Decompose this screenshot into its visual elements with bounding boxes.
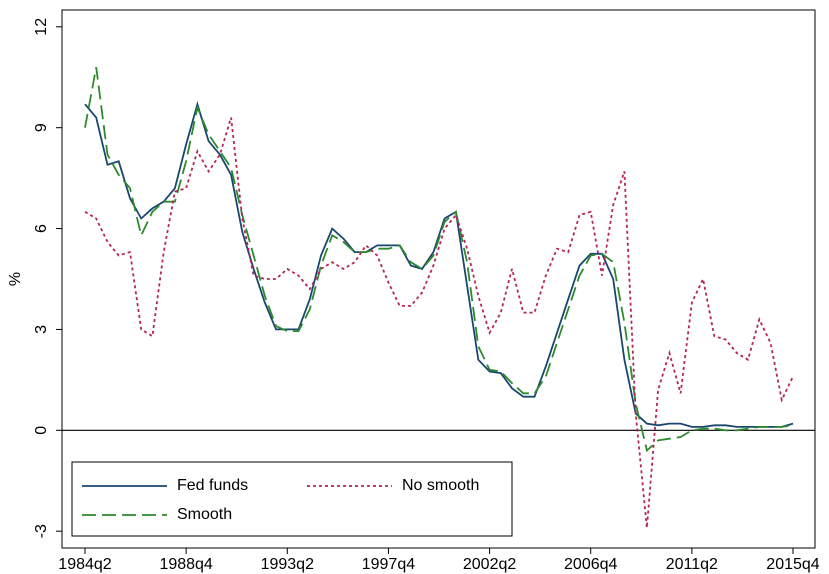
y-tick-label: 12 (33, 18, 50, 36)
y-axis-label: % (7, 272, 24, 286)
plot-frame (61, 9, 816, 549)
y-tick-label: 3 (33, 325, 50, 334)
y-tick-label: 9 (33, 123, 50, 132)
legend-label: No smooth (402, 477, 479, 494)
series-line (84, 67, 794, 453)
y-tick-label: -3 (33, 524, 50, 538)
x-tick-label: 1984q2 (58, 556, 111, 573)
x-tick-label: 1988q4 (159, 556, 212, 573)
legend-label: Fed funds (177, 477, 248, 494)
x-tick-label: 2002q2 (463, 556, 516, 573)
x-tick-label: 1993q2 (261, 556, 314, 573)
x-tick-label: 2006q4 (564, 556, 617, 573)
y-tick-label: 0 (33, 426, 50, 435)
legend-label: Smooth (177, 506, 232, 523)
series-line (84, 117, 794, 528)
series-line (84, 100, 794, 428)
x-tick-label: 2011q2 (666, 556, 718, 573)
y-tick-label: 6 (33, 224, 50, 233)
x-tick-label: 2015q4 (766, 556, 819, 573)
x-tick-label: 1997q4 (362, 556, 415, 573)
legend-box (71, 461, 513, 537)
